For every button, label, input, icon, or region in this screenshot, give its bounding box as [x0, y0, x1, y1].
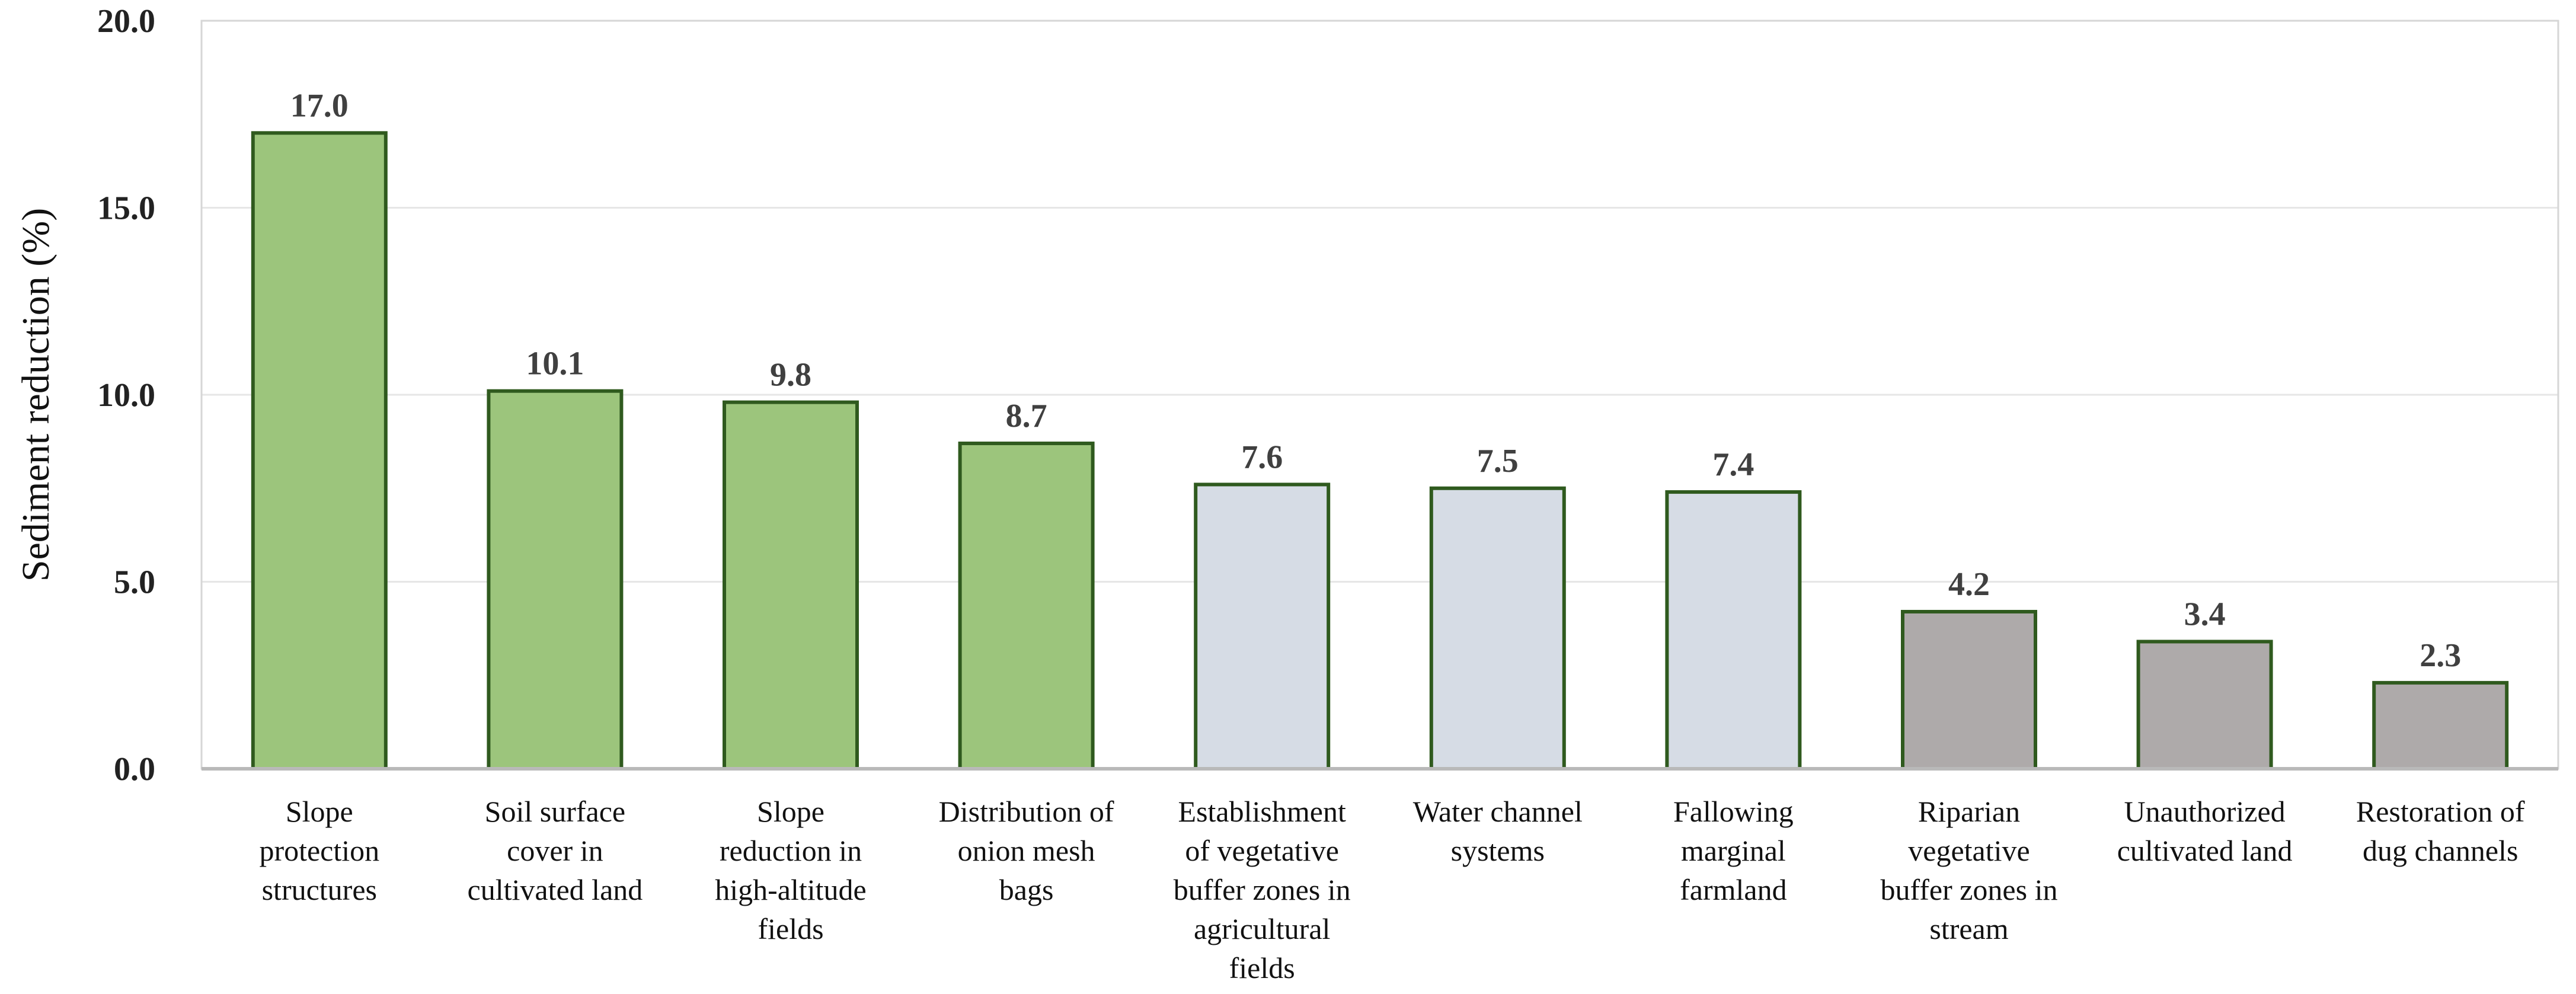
value-label: 7.4 [1712, 446, 1754, 483]
category-label-line: Riparian [1918, 795, 2020, 828]
category-label: Slope reduction in high-altitude fields [715, 795, 867, 945]
bar [1429, 486, 1566, 771]
category-label-line: structures [262, 873, 377, 906]
category-label-line: fields [758, 912, 823, 945]
category-label: Fallowing marginal farmland [1673, 795, 1794, 906]
category-label-line: cultivated land [2117, 834, 2293, 867]
bar [723, 400, 859, 771]
category-label-line: Slope [757, 795, 824, 828]
category-label-line: Soil surface [485, 795, 625, 828]
bar [2372, 680, 2509, 771]
bar [1194, 482, 1331, 771]
category-label-line: cultivated land [468, 873, 643, 906]
value-label: 7.6 [1241, 439, 1283, 475]
category-label: Establishment of vegetative buffer zones i… [1174, 795, 1351, 985]
value-label: 9.8 [770, 357, 811, 394]
category-label-line: dug channels [2363, 834, 2518, 867]
y-tick-label: 15.0 [97, 190, 155, 227]
y-tick-label: 10.0 [97, 377, 155, 414]
value-label: 17.0 [290, 87, 349, 124]
bar [251, 131, 388, 771]
category-label: Slope protection structures [259, 795, 379, 906]
y-tick-label: 0.0 [114, 751, 155, 788]
category-label-line: buffer zones in [1174, 873, 1351, 906]
category-label: Restoration of dug channels [2356, 795, 2525, 867]
category-label-line: Unauthorized [2124, 795, 2286, 828]
category-label-line: Fallowing [1673, 795, 1794, 828]
category-label-line: systems [1451, 834, 1545, 867]
category-labels: Slope protection structures Soil surface cov… [259, 795, 2524, 985]
bar [2136, 640, 2273, 771]
y-tick-labels: 0.0 5.0 10.0 15.0 20.0 [97, 3, 155, 788]
value-labels: 17.0 10.1 9.8 8.7 7.6 7.5 7.4 4.2 3.4 2.3 [290, 87, 2461, 674]
category-label-line: buffer zones in [1881, 873, 2058, 906]
category-label-line: vegetative [1908, 834, 2030, 867]
category-label: Unauthorized cultivated land [2117, 795, 2293, 867]
category-label-line: fields [1229, 951, 1295, 985]
category-label-line: agricultural [1194, 912, 1330, 945]
category-label-line: cover in [507, 834, 603, 867]
bar [1665, 490, 1802, 771]
category-label-line: Distribution of [939, 795, 1114, 828]
value-label: 2.3 [2420, 637, 2461, 674]
value-label: 3.4 [2184, 596, 2226, 632]
category-label-line: stream [1929, 912, 2008, 945]
category-label-line: marginal [1681, 834, 1786, 867]
bar [1901, 609, 2037, 771]
category-label-line: reduction in [720, 834, 862, 867]
category-label-line: onion mesh [958, 834, 1095, 867]
y-tick-label: 20.0 [97, 3, 155, 40]
value-label: 8.7 [1006, 398, 1047, 434]
category-label: Riparian vegetative buffer zones in stream [1881, 795, 2058, 945]
bars [251, 131, 2509, 771]
category-label-line: Slope [286, 795, 353, 828]
category-label-line: farmland [1680, 873, 1786, 906]
value-label: 10.1 [526, 346, 584, 382]
category-label-line: Water channel [1413, 795, 1583, 828]
bar [958, 442, 1095, 771]
category-label-line: Establishment [1178, 795, 1346, 828]
category-label-line: Restoration of [2356, 795, 2525, 828]
category-label: Water channel systems [1413, 795, 1583, 867]
value-label: 7.5 [1477, 443, 1519, 480]
category-label: Distribution of onion mesh bags [939, 795, 1114, 906]
y-tick-label: 5.0 [114, 564, 155, 601]
category-label-line: protection [259, 834, 379, 867]
bar [487, 389, 624, 771]
y-axis-label: Sediment reduction (%) [14, 208, 57, 581]
value-label: 4.2 [1948, 566, 1990, 603]
category-label-line: high-altitude [715, 873, 867, 906]
category-label-line: bags [999, 873, 1054, 906]
category-label-line: of vegetative [1185, 834, 1339, 867]
category-label: Soil surface cover in cultivated land [468, 795, 643, 906]
